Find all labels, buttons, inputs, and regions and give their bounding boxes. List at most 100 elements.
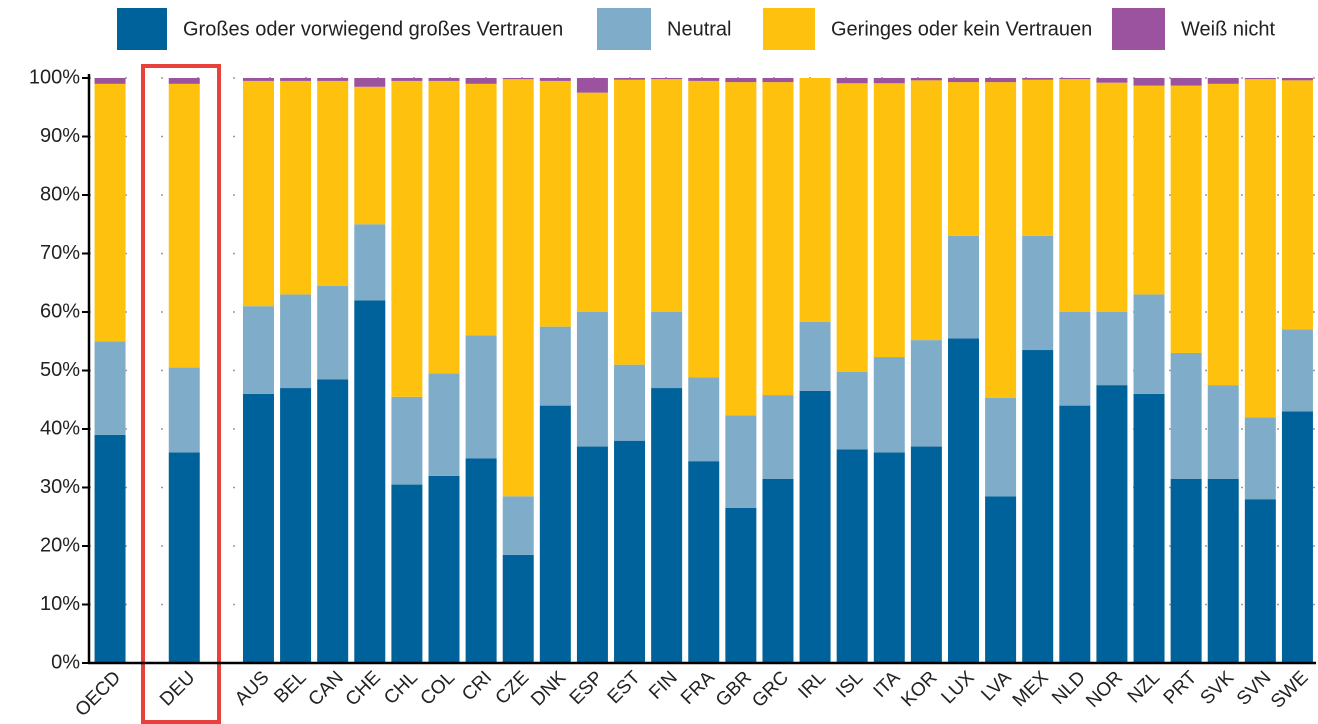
bar-segment [242, 78, 274, 81]
bar-segment [985, 496, 1017, 663]
bar-segment [725, 82, 757, 416]
bar-segment [725, 415, 757, 508]
y-tick-label: 10% [40, 593, 80, 615]
bar-segment [947, 338, 979, 663]
legend-label: Neutral [667, 18, 731, 40]
legend-swatch [117, 8, 167, 50]
bar-segment [280, 388, 312, 663]
bar-segment [651, 388, 683, 663]
bar-segment [762, 478, 794, 663]
bar-segment [873, 78, 905, 84]
x-tick-label: LUX [938, 667, 979, 708]
y-tick-label: 50% [40, 359, 80, 381]
bar-segment [1207, 385, 1239, 479]
bar-segment [1022, 79, 1054, 236]
bar-segment [1096, 385, 1128, 663]
x-tick-label: CZE [492, 667, 534, 709]
bar-segment [539, 326, 571, 406]
bar-segment [317, 80, 349, 286]
x-tick-label: CHE [342, 667, 385, 710]
bar-segment [1096, 78, 1128, 83]
bar-segment [242, 393, 274, 663]
bar-segment [539, 80, 571, 327]
bar-segment [1022, 350, 1054, 663]
y-tick-label: 90% [40, 125, 80, 147]
x-tick-label: CRI [458, 667, 496, 705]
y-tick-label: 20% [40, 534, 80, 556]
bar-segment [1170, 352, 1202, 479]
bar-segment [688, 78, 720, 81]
legend-swatch [763, 8, 815, 50]
bar-segment [1170, 478, 1202, 663]
bar-segment [1170, 78, 1202, 86]
bar-segment [1096, 82, 1128, 313]
bar-segment [985, 78, 1017, 83]
x-tick-label: GRC [748, 667, 793, 712]
bar-segment [576, 446, 608, 663]
bar-segment [576, 78, 608, 93]
bar-segment [1244, 79, 1276, 418]
bar-segment [354, 78, 386, 87]
bar-segment [1207, 83, 1239, 386]
bar-segment [317, 78, 349, 81]
x-tick-label: ESP [566, 667, 608, 709]
x-tick-label: KOR [897, 667, 941, 711]
bar-segment [873, 83, 905, 358]
bar-segment [873, 452, 905, 663]
x-tick-label: DEU [156, 667, 199, 710]
bar-segment [168, 452, 200, 663]
x-tick-label: LVA [977, 667, 1015, 705]
bar-segment [1022, 78, 1054, 80]
bar-segment [1281, 78, 1313, 81]
x-tick-label: FRA [677, 667, 719, 709]
bar-segment [1133, 85, 1165, 295]
y-tick-label: 70% [40, 242, 80, 264]
bar-segment [1244, 499, 1276, 663]
bar-segment [280, 294, 312, 389]
bar-segment [354, 300, 386, 663]
bar-segment [836, 83, 868, 372]
bar-segment [725, 507, 757, 663]
bar-segment [1207, 78, 1239, 84]
bar-segment [1059, 312, 1091, 406]
bar-segment [94, 434, 126, 663]
x-tick-label: MEX [1009, 667, 1053, 711]
bar-segment [614, 79, 646, 365]
bar-segment [428, 78, 460, 81]
bar-segment [94, 78, 126, 84]
bar-segment [502, 496, 534, 555]
bar-segment [317, 285, 349, 380]
bar-segment [910, 78, 942, 81]
x-tick-label: SVK [1197, 667, 1239, 709]
bar-segment [947, 235, 979, 339]
bar-segment [168, 367, 200, 453]
x-tick-label: CHL [380, 667, 422, 709]
bar-segment [242, 306, 274, 394]
x-tick-label: OECD [71, 667, 125, 721]
legend-label: Großes oder vorwiegend großes Vertrauen [183, 18, 563, 40]
x-tick-label: PRT [1160, 667, 1202, 709]
x-tick-label: NOR [1082, 667, 1127, 712]
bar-segment [168, 78, 200, 84]
bar-segment [280, 78, 312, 81]
bar-segment [465, 458, 497, 663]
bar-segment [836, 78, 868, 84]
y-tick-label: 30% [40, 476, 80, 498]
bar-segment [391, 396, 423, 485]
bar-segment [1133, 393, 1165, 663]
bar-segment [502, 79, 534, 497]
bar-segment [1059, 79, 1091, 312]
bar-segment [910, 446, 942, 663]
x-tick-label: SVN [1233, 667, 1275, 709]
bar-segment [1022, 235, 1054, 351]
bar-segment [465, 335, 497, 459]
bar-segment [94, 83, 126, 342]
x-tick-label: NLD [1048, 667, 1090, 709]
bar-segment [1281, 329, 1313, 412]
bar-segment [391, 80, 423, 397]
x-tick-label: AUS [231, 667, 273, 709]
bar-segment [1281, 411, 1313, 663]
bar-segment [688, 377, 720, 462]
x-tick-label: FIN [645, 667, 681, 703]
